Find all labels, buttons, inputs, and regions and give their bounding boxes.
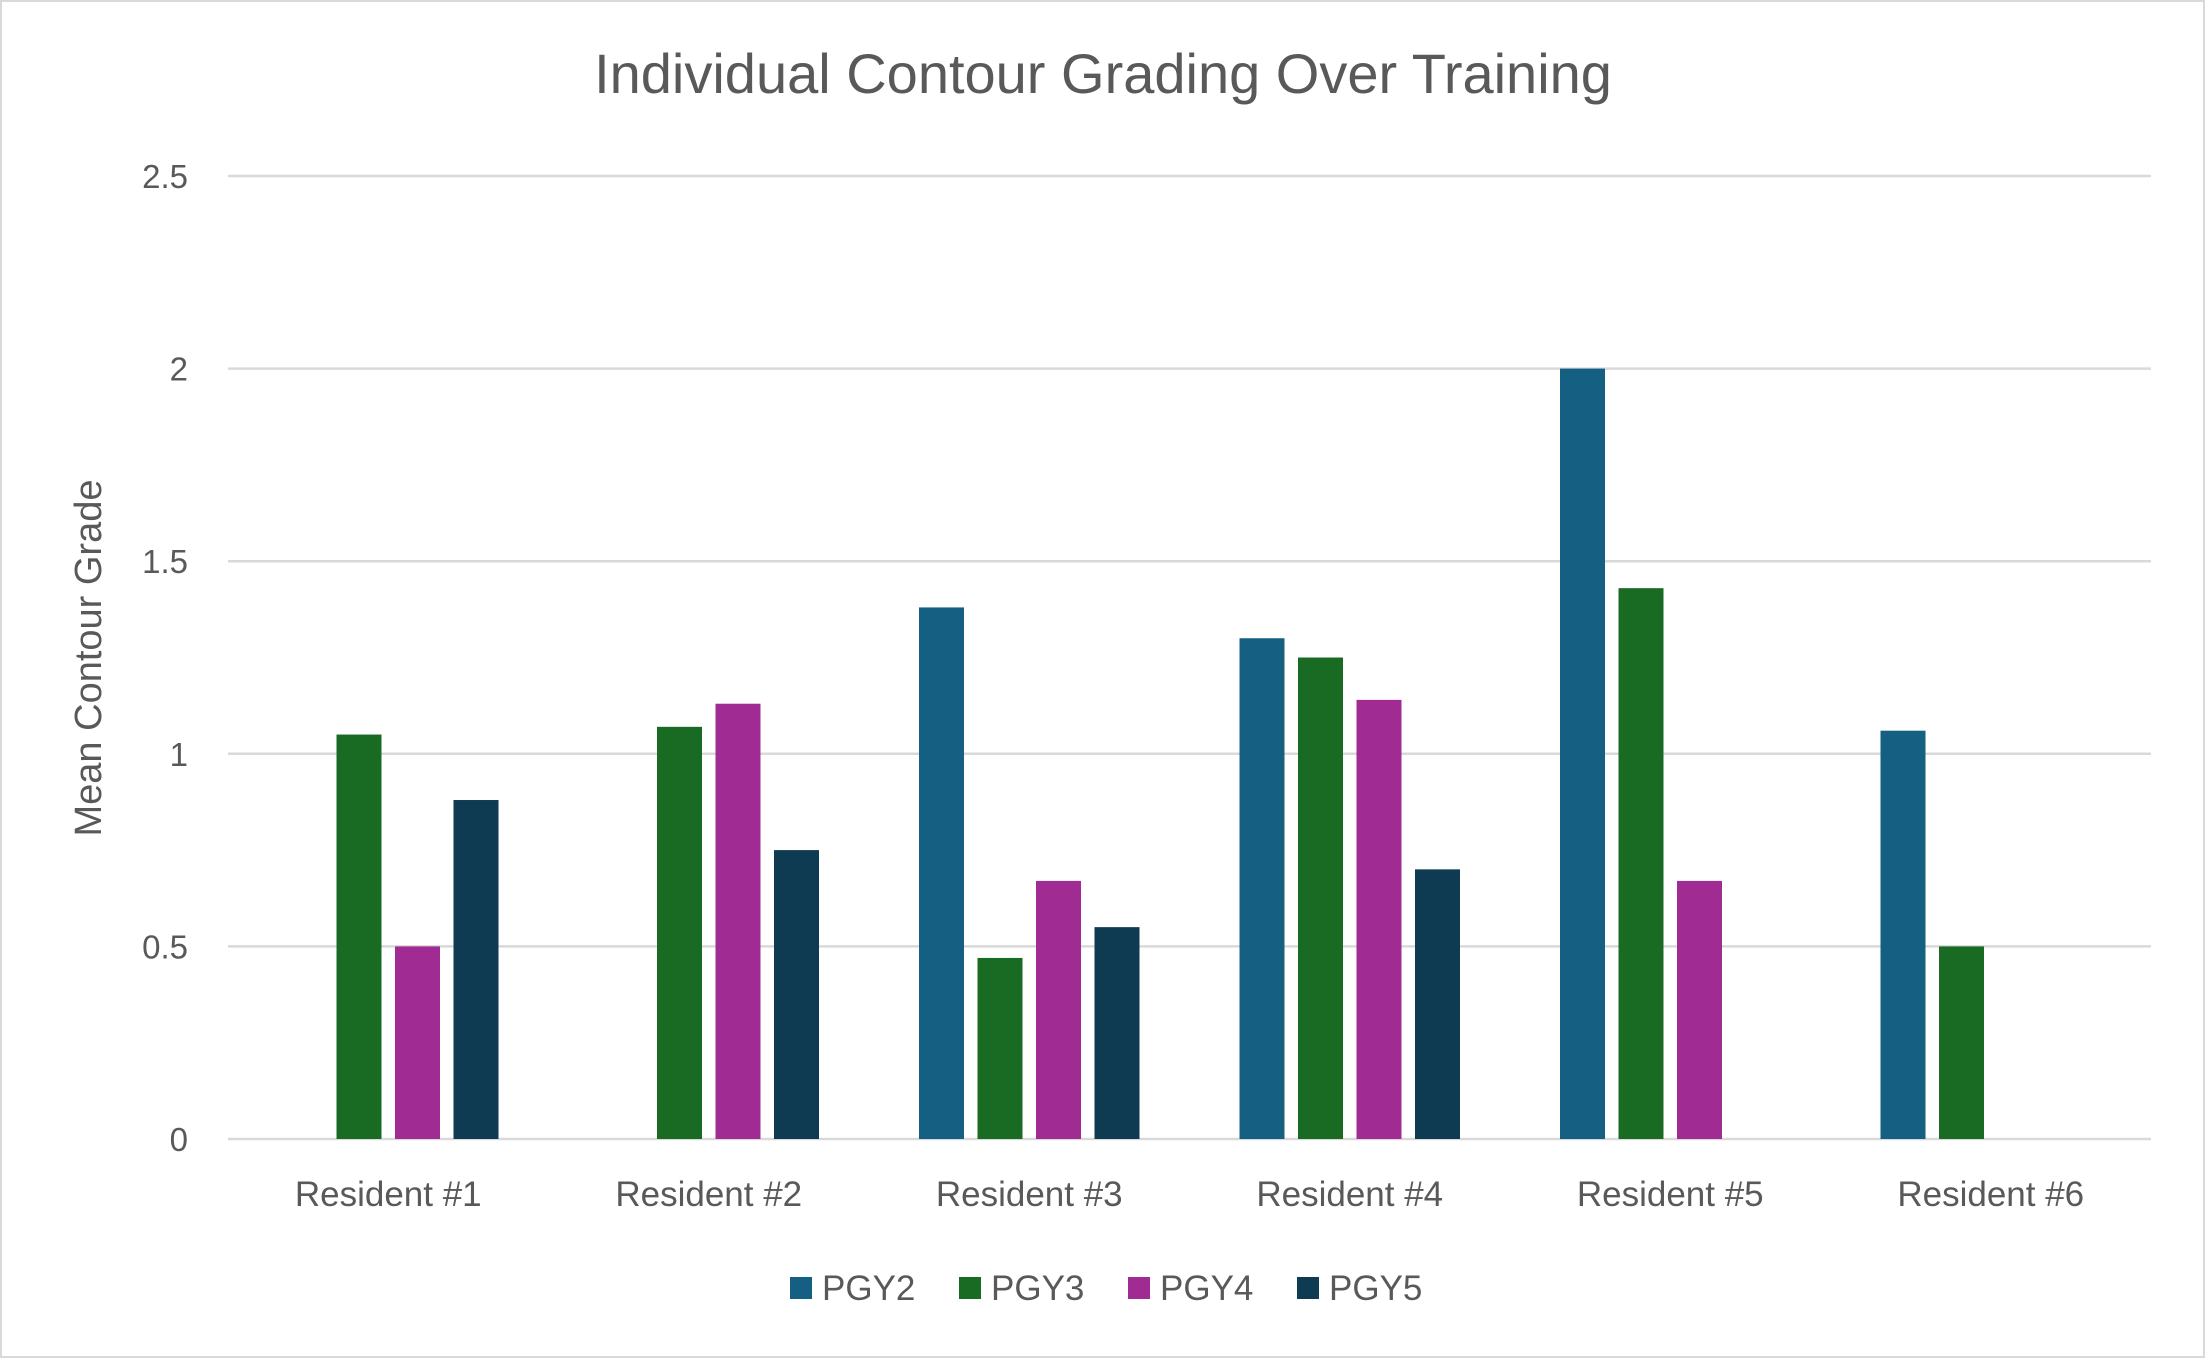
bar-pgy3 <box>336 734 382 1139</box>
bar-pgy3 <box>977 957 1023 1139</box>
legend-swatch <box>1128 1277 1150 1299</box>
bar-pgy4 <box>395 946 440 1139</box>
x-tick-label: Resident #1 <box>295 1175 482 1214</box>
legend-label: PGY2 <box>822 1269 915 1308</box>
y-tick-label: 2.5 <box>142 158 188 195</box>
bar-pgy2 <box>1239 638 1285 1139</box>
bar-pgy2 <box>919 607 964 1139</box>
legend-swatch <box>959 1277 981 1299</box>
x-tick-label: Resident #5 <box>1577 1175 1764 1214</box>
y-axis-label: Mean Contour Grade <box>68 480 110 837</box>
bar-pgy3 <box>1298 657 1343 1139</box>
bar-pgy4 <box>1677 880 1722 1139</box>
bar-pgy3 <box>1939 946 1984 1139</box>
legend-item-pgy5: PGY5 <box>1297 1269 1422 1308</box>
bar-pgy5 <box>774 850 819 1139</box>
x-tick-label: Resident #3 <box>936 1175 1123 1214</box>
bar-pgy5 <box>1415 869 1460 1139</box>
legend-item-pgy4: PGY4 <box>1128 1269 1253 1308</box>
y-tick-label: 1.5 <box>142 543 188 580</box>
y-tick-label: 0.5 <box>142 928 188 965</box>
bar-pgy4 <box>715 703 761 1139</box>
bar-pgy2 <box>1880 730 1926 1139</box>
legend-label: PGY3 <box>991 1269 1084 1308</box>
x-tick-label: Resident #4 <box>1256 1175 1443 1214</box>
bar-pgy4 <box>1356 699 1402 1139</box>
y-tick-label: 1 <box>170 736 188 773</box>
legend-item-pgy2: PGY2 <box>790 1269 915 1308</box>
bar-pgy3 <box>657 726 702 1139</box>
bar-pgy5 <box>453 800 499 1139</box>
x-tick-label: Resident #6 <box>1897 1175 2084 1214</box>
legend-label: PGY4 <box>1160 1269 1253 1308</box>
bar-pgy2 <box>1560 368 1605 1140</box>
chart-title: Individual Contour Grading Over Training <box>594 42 1612 105</box>
bar-pgy3 <box>1618 588 1664 1139</box>
y-tick-label: 0 <box>170 1121 188 1158</box>
legend-label: PGY5 <box>1329 1269 1422 1308</box>
bar-pgy5 <box>1094 927 1140 1139</box>
y-tick-label: 2 <box>170 351 188 388</box>
legend-item-pgy3: PGY3 <box>959 1269 1084 1308</box>
bar-pgy4 <box>1036 880 1081 1139</box>
legend-swatch <box>790 1277 812 1299</box>
x-tick-label: Resident #2 <box>615 1175 802 1214</box>
legend-swatch <box>1297 1277 1319 1299</box>
